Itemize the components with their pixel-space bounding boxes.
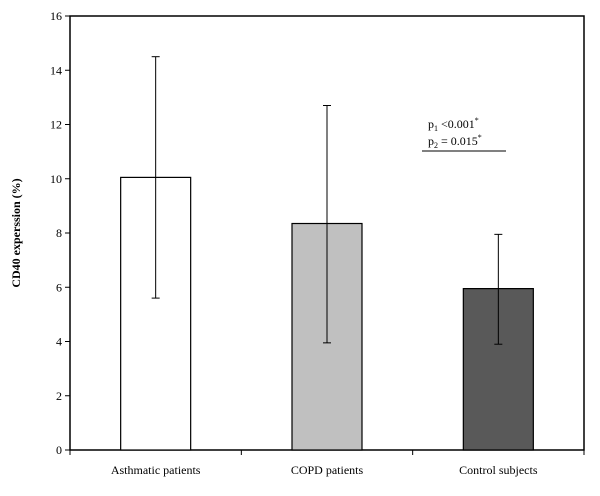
x-category-label: Asthmatic patients bbox=[111, 463, 201, 477]
y-tick-label: 2 bbox=[56, 389, 62, 403]
x-category-label: COPD patients bbox=[291, 463, 364, 477]
error-bar bbox=[494, 233, 503, 345]
y-tick-label: 12 bbox=[50, 118, 62, 132]
y-tick-label: 16 bbox=[50, 9, 62, 23]
p-value-annotation: p1 <0.001* p2 = 0.015* bbox=[422, 116, 506, 152]
error-bars bbox=[151, 56, 503, 345]
y-tick-label: 6 bbox=[56, 280, 62, 294]
x-category-label: Control subjects bbox=[459, 463, 538, 477]
y-tick-label: 0 bbox=[56, 443, 62, 457]
y-tick-label: 4 bbox=[56, 335, 62, 349]
error-bar bbox=[151, 56, 160, 299]
p1-annotation: p1 <0.001* bbox=[428, 116, 479, 133]
p2-annotation: p2 = 0.015* bbox=[428, 133, 482, 150]
y-tick-label: 10 bbox=[50, 172, 62, 186]
y-axis-title: CD40 experssion (%) bbox=[9, 178, 23, 287]
error-bar bbox=[323, 105, 331, 344]
x-axis: Asthmatic patients COPD patients Control s… bbox=[69, 450, 585, 477]
y-tick-label: 14 bbox=[50, 63, 62, 77]
y-tick-label: 8 bbox=[56, 226, 62, 240]
